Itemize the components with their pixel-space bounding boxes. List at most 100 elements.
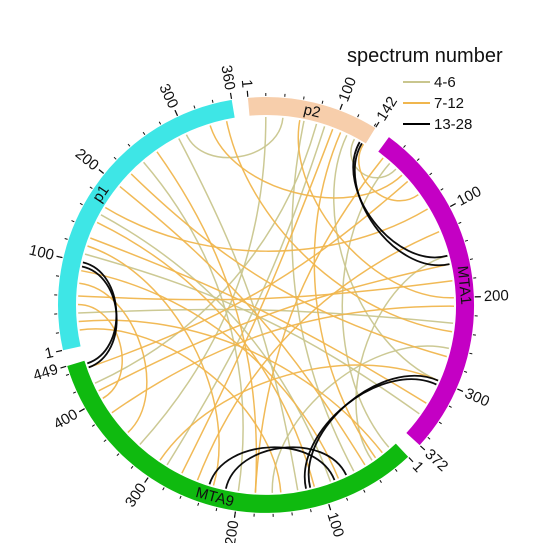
major-tick-mta9-449 bbox=[60, 365, 67, 369]
segment-p1 bbox=[58, 99, 235, 351]
legend-label-13-28: 13-28 bbox=[434, 116, 472, 133]
link-7-12-17 bbox=[196, 231, 440, 481]
tick-mta1-60 bbox=[429, 172, 433, 176]
link-7-12-29 bbox=[79, 328, 282, 493]
link-4-6-5 bbox=[78, 308, 454, 324]
tick-mta1-260 bbox=[469, 352, 473, 355]
tick-mta1-320 bbox=[448, 405, 452, 408]
tick-mta9-280 bbox=[162, 487, 165, 491]
major-tick-p2-1 bbox=[246, 90, 249, 97]
link-7-12-36 bbox=[297, 119, 454, 299]
tick-mta9-380 bbox=[91, 424, 95, 427]
tick-label-p1-200: 200 bbox=[72, 145, 102, 174]
link-4-6-8 bbox=[139, 116, 267, 446]
segment-mta1 bbox=[378, 137, 475, 446]
major-tick-p2-142 bbox=[375, 121, 380, 128]
tick-label-mta1-200: 200 bbox=[483, 287, 509, 305]
link-4-6-2 bbox=[333, 134, 439, 382]
tick-mta1-360 bbox=[427, 436, 431, 440]
tick-label-mta9-400: 400 bbox=[51, 406, 81, 433]
tick-label-mta9-449: 449 bbox=[31, 361, 60, 385]
tick-label-mta9-100: 100 bbox=[323, 510, 347, 539]
tick-mta9-420 bbox=[72, 391, 77, 394]
tick-p2-120 bbox=[357, 114, 360, 118]
tick-mta9-80 bbox=[346, 497, 349, 501]
link-7-12-22 bbox=[90, 237, 427, 404]
tick-mta1-40 bbox=[416, 158, 420, 161]
legend: spectrum number 4-6 7-12 13-28 bbox=[347, 45, 503, 133]
major-tick-mta9-100 bbox=[328, 504, 332, 511]
link-7-12-24 bbox=[209, 125, 403, 199]
tick-mta1-160 bbox=[469, 258, 474, 260]
tick-mta1-80 bbox=[440, 188, 444, 191]
tick-label-mta1-100: 100 bbox=[454, 183, 484, 210]
major-tick-mta1-100 bbox=[450, 203, 456, 208]
link-7-12-19 bbox=[111, 305, 455, 414]
ticks-layer: 1 100142100200300372110020030040044911002… bbox=[27, 64, 509, 543]
link-7-12-32 bbox=[79, 282, 148, 434]
tick-mta9-220 bbox=[215, 507, 218, 512]
tick-label-mta9-200: 200 bbox=[222, 519, 242, 543]
major-tick-mta9-400 bbox=[79, 408, 85, 413]
legend-label-7-12: 7-12 bbox=[434, 95, 464, 112]
link-7-12-38 bbox=[98, 263, 450, 392]
tick-p1-320 bbox=[193, 105, 196, 109]
major-tick-mta9-200 bbox=[233, 511, 236, 518]
tick-p2-140 bbox=[373, 123, 377, 127]
tick-label-p2-142: 142 bbox=[373, 94, 401, 124]
segment-label-mta1: MTA1 bbox=[454, 265, 475, 305]
link-7-12-33 bbox=[77, 303, 123, 399]
link-13-28-46 bbox=[208, 446, 336, 485]
major-tick-p1-1 bbox=[55, 349, 63, 353]
link-13-28-44 bbox=[81, 265, 118, 369]
link-4-6-14 bbox=[271, 345, 450, 493]
tick-p2-80 bbox=[321, 100, 324, 104]
link-7-12-27 bbox=[81, 269, 340, 479]
legend-items: 4-6 7-12 13-28 bbox=[403, 74, 472, 133]
tick-mta1-20 bbox=[403, 144, 406, 148]
tick-p1-160 bbox=[79, 202, 83, 206]
legend-title: spectrum number bbox=[347, 45, 503, 67]
link-7-12-34 bbox=[181, 128, 334, 474]
link-7-12-21 bbox=[159, 364, 439, 461]
tick-p1-120 bbox=[64, 238, 68, 240]
tick-p1-260 bbox=[142, 131, 146, 135]
major-tick-mta9-1 bbox=[408, 457, 414, 463]
tick-label-p1-300: 300 bbox=[155, 81, 181, 111]
link-4-6-11 bbox=[341, 162, 391, 448]
link-7-12-28 bbox=[96, 221, 316, 487]
major-tick-p1-300 bbox=[174, 109, 179, 116]
link-13-28-45 bbox=[82, 261, 118, 365]
tick-p1-280 bbox=[158, 121, 162, 125]
tick-label-p1-100: 100 bbox=[27, 242, 55, 264]
tick-mta9-260 bbox=[179, 495, 182, 499]
link-7-12-37 bbox=[254, 157, 384, 493]
tick-label-mta9-300: 300 bbox=[122, 480, 150, 510]
link-4-6-7 bbox=[143, 161, 244, 492]
link-13-28-43 bbox=[303, 378, 437, 489]
segment-label-p1: p1 bbox=[89, 182, 112, 205]
tick-mta9-360 bbox=[103, 439, 107, 442]
links-layer bbox=[77, 116, 455, 493]
tick-mta1-340 bbox=[438, 421, 442, 425]
tick-mta9-20 bbox=[394, 468, 398, 472]
major-tick-mta1-372 bbox=[419, 445, 426, 451]
tick-label-mta1-372: 372 bbox=[421, 446, 451, 475]
tick-label-p2-100: 100 bbox=[335, 75, 360, 104]
major-tick-p1-360 bbox=[229, 92, 233, 99]
major-tick-mta9-300 bbox=[144, 477, 149, 483]
segment-label-mta9: MTA9 bbox=[194, 484, 236, 510]
tick-mta9-320 bbox=[130, 465, 134, 469]
link-4-6-12 bbox=[185, 117, 284, 159]
tick-mta9-340 bbox=[116, 453, 120, 457]
legend-label-4-6: 4-6 bbox=[434, 74, 456, 91]
link-7-12-20 bbox=[130, 173, 448, 358]
link-7-12-30 bbox=[156, 151, 258, 493]
tick-mta1-280 bbox=[464, 370, 468, 373]
tick-label-mta1-300: 300 bbox=[462, 385, 492, 411]
link-7-12-15 bbox=[358, 143, 419, 202]
tick-label-p1-1: 1 bbox=[43, 344, 55, 362]
tick-mta9-240 bbox=[197, 502, 200, 506]
link-7-12-31 bbox=[87, 245, 220, 486]
